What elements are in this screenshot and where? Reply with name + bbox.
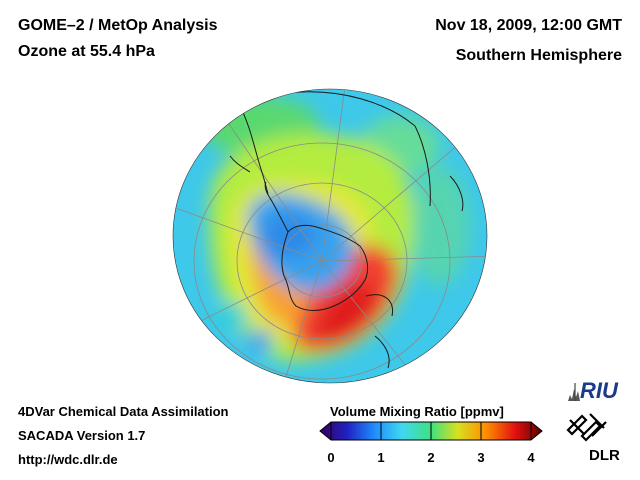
- colorbar-tick-label: 0: [327, 450, 335, 465]
- dlr-logo-icon: [566, 413, 607, 442]
- colorbar: [319, 421, 543, 441]
- ozone-globe-map: [172, 88, 488, 384]
- footer-method: 4DVar Chemical Data Assimilation: [18, 404, 229, 419]
- map-subtitle: Ozone at 55.4 hPa: [18, 43, 155, 60]
- colorbar-title: Volume Mixing Ratio [ppmv]: [330, 404, 504, 419]
- colorbar-tick-label: 4: [527, 450, 535, 465]
- colorbar-tick-label: 3: [477, 450, 485, 465]
- riu-logo-text: RIU: [580, 378, 619, 403]
- globe-outline: [172, 88, 488, 384]
- graticule: [173, 89, 487, 383]
- footer-version: SACADA Version 1.7: [18, 428, 146, 443]
- footer-url[interactable]: http://wdc.dlr.de: [18, 452, 118, 467]
- colorbar-tick-label: 1: [377, 450, 385, 465]
- map-region: Southern Hemisphere: [455, 47, 622, 64]
- map-title: GOME–2 / MetOp Analysis: [18, 17, 218, 34]
- colorbar-tick-label: 2: [427, 450, 435, 465]
- dlr-logo-text: DLR: [589, 447, 620, 464]
- map-date: Nov 18, 2009, 12:00 GMT: [435, 17, 622, 34]
- ozone-field: [200, 96, 470, 362]
- riu-logo: RIU: [568, 378, 619, 403]
